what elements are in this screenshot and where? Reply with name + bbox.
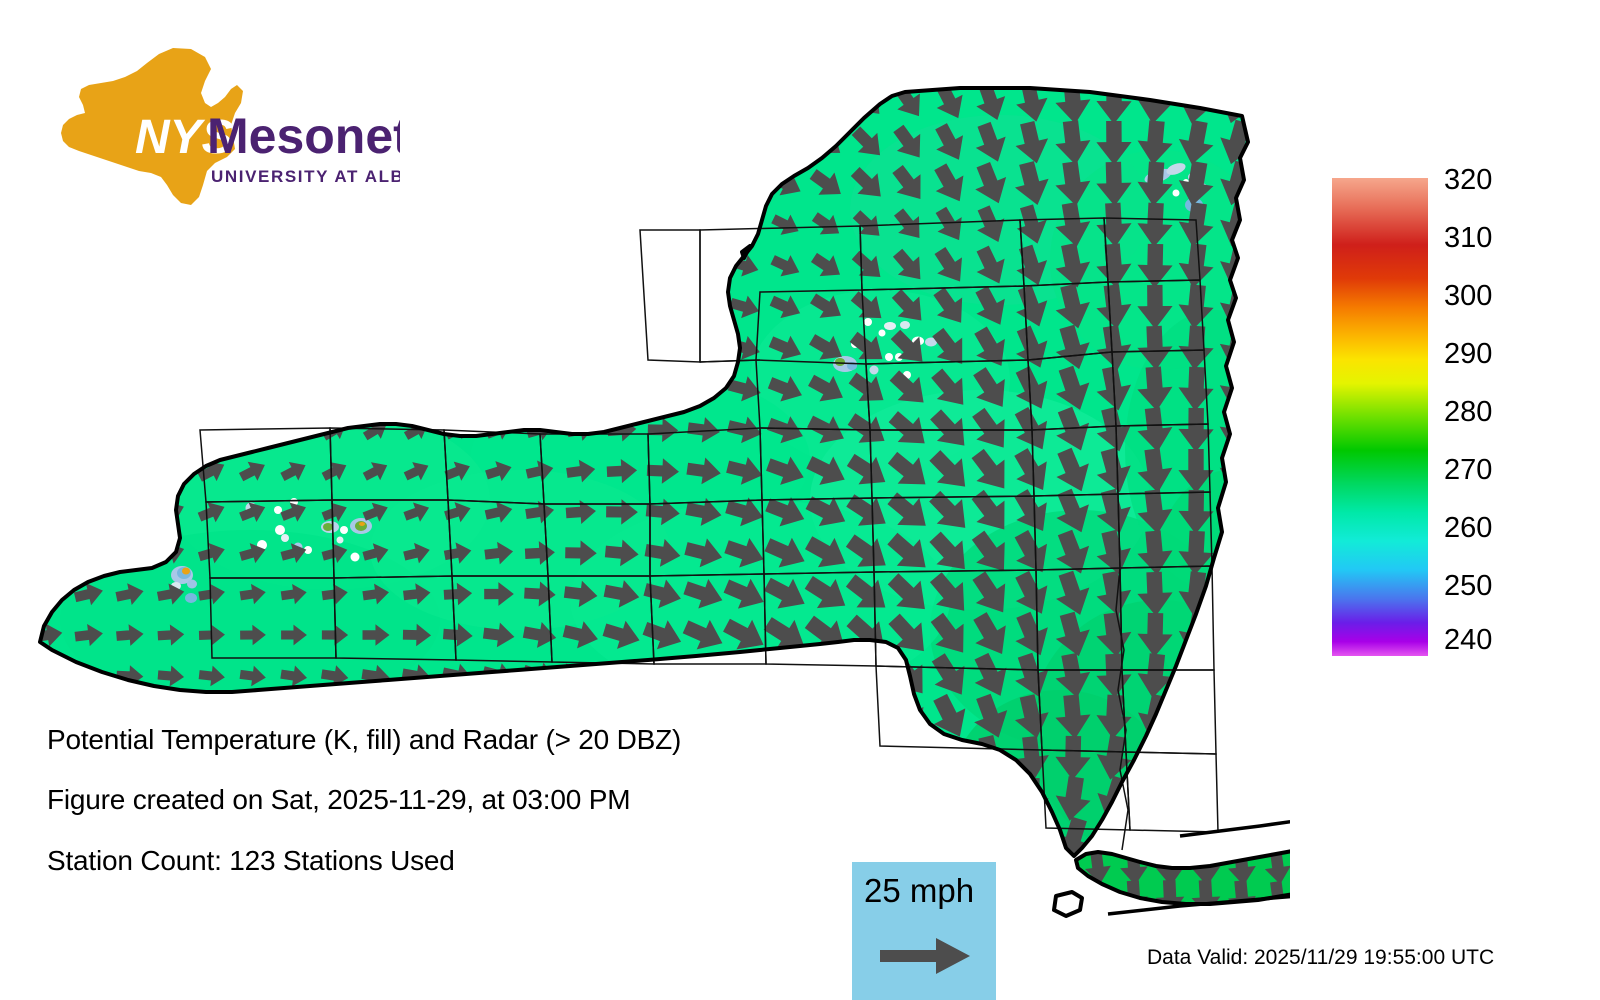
colorbar-gradient [1332,178,1428,656]
colorbar-tick-260: 260 [1444,512,1493,544]
station-count-text: Station Count: 123 Stations Used [47,845,455,876]
data-valid-timestamp: Data Valid: 2025/11/29 19:55:00 UTC [1147,946,1495,969]
logo-nys-text: NYS [135,111,234,164]
colorbar-tick-320: 320 [1444,164,1493,196]
logo-subtitle-text: UNIVERSITY AT ALBANY [211,167,400,186]
nys-mesonet-logo: NYS Mesonet UNIVERSITY AT ALBANY [55,45,400,210]
colorbar-tick-240: 240 [1444,624,1493,656]
colorbar-tick-280: 280 [1444,396,1493,428]
county-border-layer [199,217,1219,851]
wind-legend-label: 25 mph [864,872,975,909]
colorbar-group: 320 310 300 290 280 270 260 250 240 [1332,166,1582,658]
ny-state-silhouette [61,48,243,205]
logo-mesonet-text: Mesonet [207,108,400,164]
figure-title: Potential Temperature (K, fill) and Rada… [47,724,682,755]
wind-legend-arrow-icon [880,938,970,974]
colorbar-tick-310: 310 [1444,222,1493,254]
colorbar-tick-270: 270 [1444,454,1493,486]
colorbar-tick-250: 250 [1444,570,1493,602]
colorbar-tick-290: 290 [1444,338,1493,370]
new-york-state-map[interactable] [0,30,1290,930]
state-outline-layer [38,86,1290,918]
figure-created-text: Figure created on Sat, 2025-11-29, at 03… [47,784,631,815]
colorbar-tick-300: 300 [1444,280,1493,312]
wind-speed-legend: 25 mph [852,862,996,1000]
